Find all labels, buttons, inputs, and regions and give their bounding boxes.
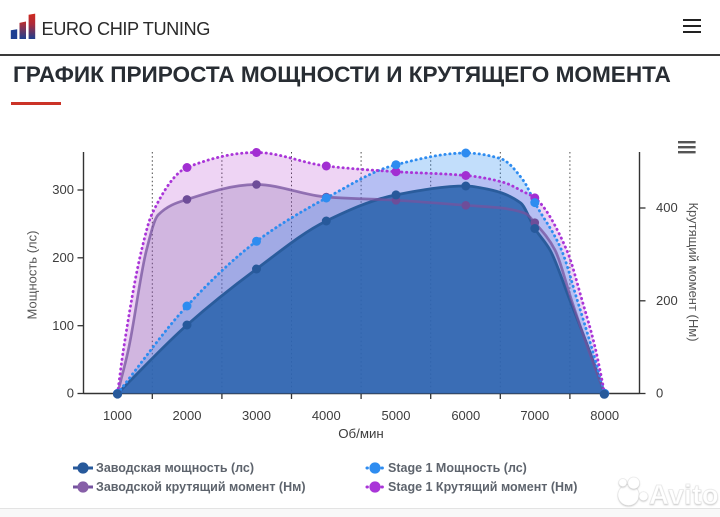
svg-text:4000: 4000 (312, 408, 341, 423)
svg-text:6000: 6000 (451, 408, 480, 423)
svg-text:7000: 7000 (520, 408, 549, 423)
svg-text:200: 200 (656, 293, 678, 308)
svg-text:Об/мин: Об/мин (338, 426, 384, 441)
svg-text:1000: 1000 (103, 408, 132, 423)
svg-text:100: 100 (52, 318, 74, 333)
svg-text:Мощность (лс): Мощность (лс) (25, 231, 40, 320)
svg-text:8000: 8000 (590, 408, 619, 423)
svg-text:200: 200 (52, 250, 74, 265)
svg-text:300: 300 (52, 182, 74, 197)
svg-text:0: 0 (67, 386, 74, 401)
svg-text:400: 400 (656, 200, 678, 215)
svg-text:5000: 5000 (382, 408, 411, 423)
svg-text:2000: 2000 (173, 408, 202, 423)
svg-text:Крутящий момент (Нм): Крутящий момент (Нм) (686, 202, 701, 341)
svg-text:0: 0 (656, 386, 663, 401)
svg-text:Avito: Avito (649, 479, 719, 510)
svg-text:3000: 3000 (242, 408, 271, 423)
